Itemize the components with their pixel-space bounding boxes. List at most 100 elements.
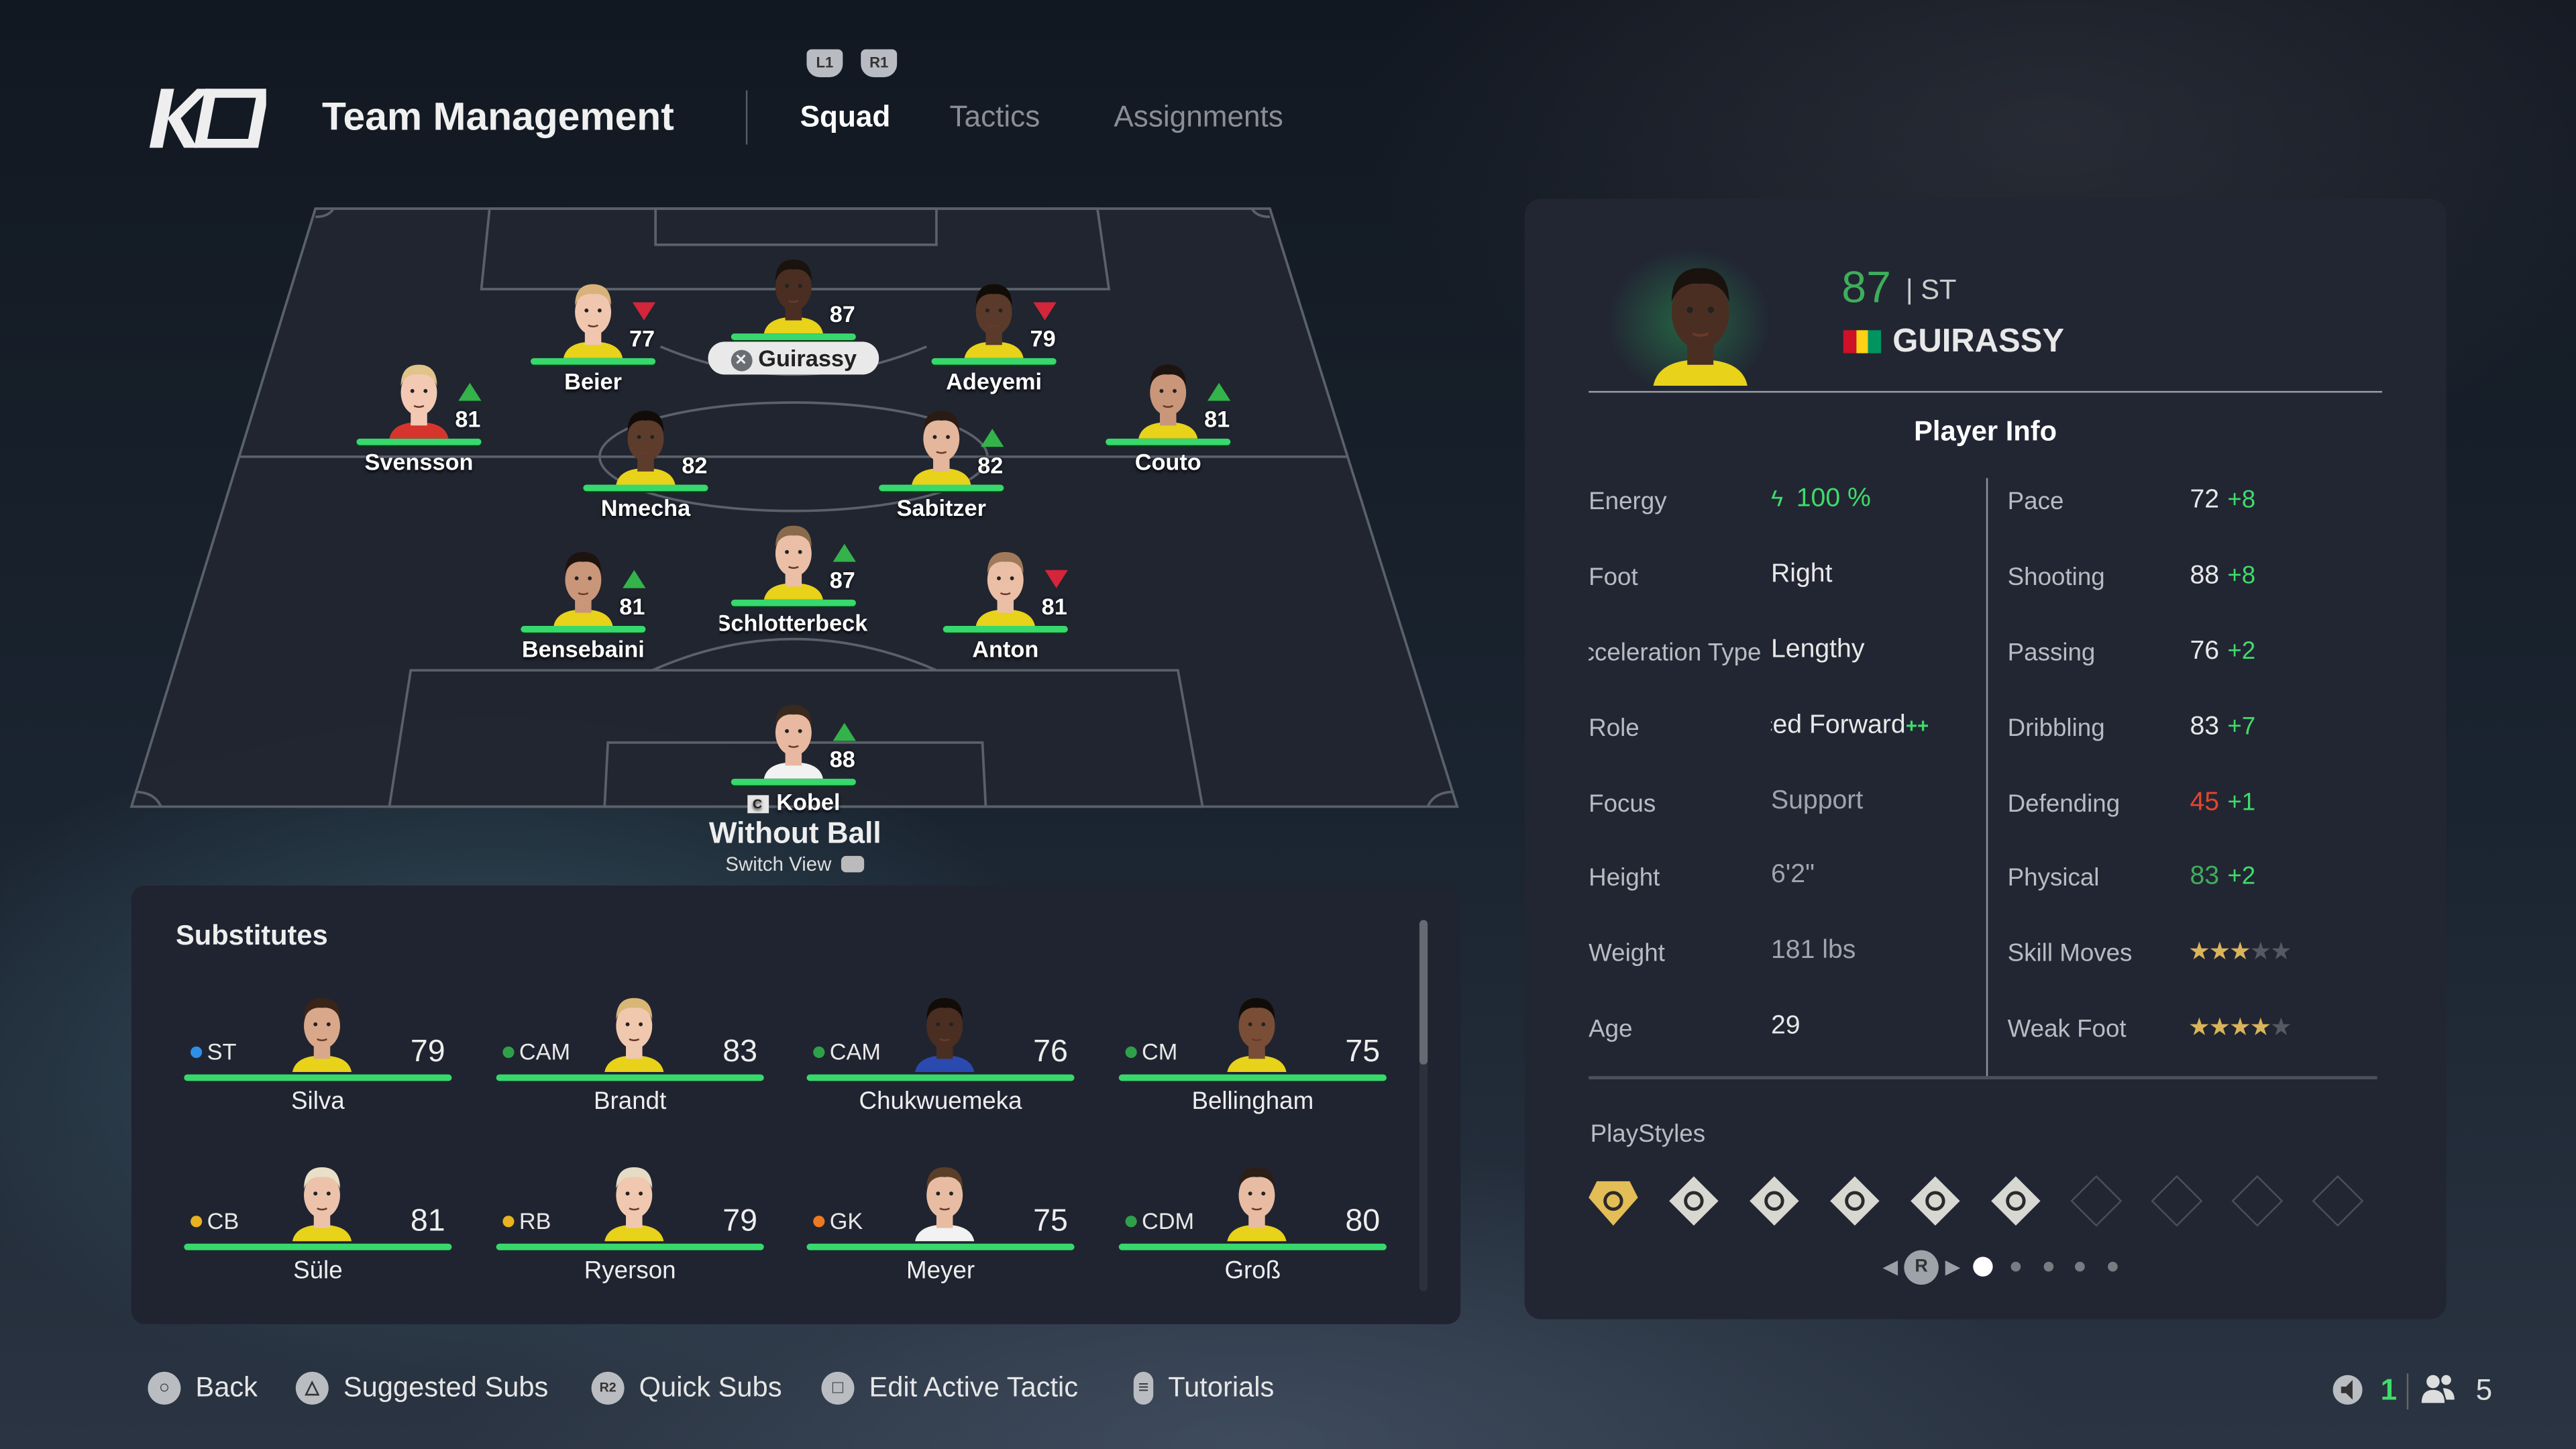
trend-up-icon — [833, 543, 856, 562]
attribute-value: 72 +8 — [2190, 486, 2256, 515]
tab-tactics[interactable]: Tactics — [949, 100, 1040, 133]
player-rating: 79 — [410, 1034, 445, 1070]
pager-left-icon[interactable]: ◀ — [1882, 1255, 1898, 1279]
position-label: CM — [1125, 1038, 1177, 1065]
substitute-card-3[interactable]: CAM 76 Chukwuemeka — [806, 985, 1075, 1133]
player-portrait — [1643, 248, 1758, 393]
player-rating: 87 — [829, 566, 855, 594]
player-name: Schlotterbeck — [719, 609, 868, 636]
player-name: Kobel — [776, 788, 841, 815]
footer-tutorials-button[interactable]: ≡ Tutorials — [1133, 1371, 1274, 1405]
page-dot[interactable] — [2010, 1261, 2021, 1272]
tab-assignments[interactable]: Assignments — [1114, 100, 1283, 133]
page-dot[interactable] — [2043, 1261, 2053, 1272]
footer-suggested-subs-button[interactable]: △ Suggested Subs — [295, 1371, 548, 1405]
player-face — [557, 276, 629, 358]
empty-playstyle-slot[interactable] — [2231, 1175, 2284, 1227]
player-name: Meyer — [906, 1256, 975, 1285]
page-dot[interactable] — [1973, 1256, 1993, 1277]
substitutes-title: Substitutes — [176, 920, 328, 951]
l1-button-icon[interactable]: L1 — [806, 49, 843, 78]
r1-button-icon[interactable]: R1 — [861, 49, 898, 78]
footer-back-button[interactable]: ○ Back — [148, 1371, 258, 1405]
player-face — [757, 696, 830, 779]
player-name: Bellingham — [1191, 1087, 1314, 1116]
press-proven-icon[interactable] — [1990, 1175, 2042, 1227]
column-divider — [1986, 478, 1988, 1078]
energy-bar — [806, 1074, 1075, 1081]
page-dot[interactable] — [2106, 1261, 2117, 1272]
r-stick-icon[interactable]: R — [1904, 1250, 1939, 1285]
empty-playstyle-slot[interactable] — [2312, 1175, 2364, 1227]
nation-flag — [1843, 330, 1882, 354]
logo — [149, 89, 266, 148]
attribute-bonus: +2 — [2227, 862, 2256, 891]
attribute-value: 76 +2 — [2190, 637, 2256, 665]
footer-quick-subs-button[interactable]: R2 Quick Subs — [591, 1371, 782, 1405]
empty-playstyle-slot[interactable] — [2151, 1175, 2203, 1227]
position-label: CAM — [813, 1038, 881, 1065]
position-label: CDM — [1125, 1208, 1194, 1234]
attribute-value: 88 +8 — [2190, 561, 2256, 590]
player-face — [610, 402, 682, 485]
triangle-button-icon: △ — [295, 1371, 329, 1405]
players-icon — [2420, 1373, 2456, 1414]
energy-bar — [731, 599, 856, 606]
page-dot[interactable] — [2075, 1261, 2085, 1272]
energy-bar — [1118, 1243, 1387, 1250]
switch-view-button[interactable]: Switch View — [631, 853, 959, 875]
selected-player-pill[interactable]: ✕ Guirassy — [708, 341, 879, 375]
player-rating: 80 — [1345, 1204, 1381, 1239]
r2-button-icon: R2 — [591, 1371, 625, 1405]
weak-foot-stars: ★★★★★ — [2188, 1014, 2292, 1042]
energy-bar — [731, 333, 856, 340]
player-rating: 87 — [829, 301, 855, 327]
energy-bar — [184, 1074, 452, 1081]
position-dot — [813, 1046, 825, 1059]
trend-up-icon — [1208, 382, 1231, 401]
player-name: Adeyemi — [946, 368, 1042, 394]
acrobatic-icon[interactable] — [1748, 1175, 1801, 1227]
substitute-card-5[interactable]: CB 81 Süle — [184, 1155, 452, 1303]
power-header-plus-icon[interactable] — [1587, 1175, 1640, 1227]
substitute-card-2[interactable]: CAM 83 Brandt — [496, 985, 764, 1133]
pager-right-icon[interactable]: ▶ — [1945, 1255, 1961, 1279]
info-label: Height — [1589, 864, 1660, 892]
switch-view-label: Switch View — [725, 853, 832, 876]
player-rating: 81 — [455, 405, 481, 433]
empty-playstyle-slot[interactable] — [2070, 1175, 2123, 1227]
first-touch-icon[interactable] — [1668, 1175, 1720, 1227]
tab-squad[interactable]: Squad — [800, 100, 891, 133]
position-label: ST — [191, 1038, 236, 1065]
attribute-label: Defending — [2007, 790, 2121, 818]
status-count-left: 1 — [2380, 1373, 2398, 1407]
energy-bar — [731, 778, 856, 786]
attribute-label: Dribbling — [2007, 714, 2105, 743]
power-shot-icon[interactable] — [1829, 1175, 1881, 1227]
player-face — [757, 517, 830, 600]
footer-edit-active-tactic-button[interactable]: □ Edit Active Tactic — [821, 1371, 1078, 1405]
player-name: GUIRASSY — [1892, 323, 2065, 360]
speaker-icon — [2332, 1373, 2363, 1414]
attribute-label: Shooting — [2007, 564, 2105, 592]
substitute-card-8[interactable]: CDM 80 Groß — [1118, 1155, 1387, 1303]
scrollbar-thumb[interactable] — [1419, 920, 1428, 1065]
info-label: Weight — [1589, 939, 1665, 968]
player-name: Sabitzer — [896, 494, 986, 521]
finesse-shot-icon[interactable] — [1909, 1175, 1962, 1227]
info-label: Foot — [1589, 564, 1638, 592]
player-rating: 81 — [619, 593, 645, 620]
trend-up-icon — [623, 570, 646, 588]
substitute-card-1[interactable]: ST 79 Silva — [184, 985, 452, 1133]
player-face — [286, 1155, 358, 1246]
substitute-card-6[interactable]: RB 79 Ryerson — [496, 1155, 764, 1303]
player-name: Beier — [564, 368, 622, 394]
player-face — [547, 544, 620, 627]
substitute-card-4[interactable]: CM 75 Bellingham — [1118, 985, 1387, 1133]
energy-bar — [1106, 438, 1231, 445]
energy-bar — [806, 1243, 1075, 1250]
substitute-card-7[interactable]: GK 75 Meyer — [806, 1155, 1075, 1303]
player-rating: 81 — [1041, 593, 1067, 620]
position-dot — [1125, 1216, 1137, 1228]
